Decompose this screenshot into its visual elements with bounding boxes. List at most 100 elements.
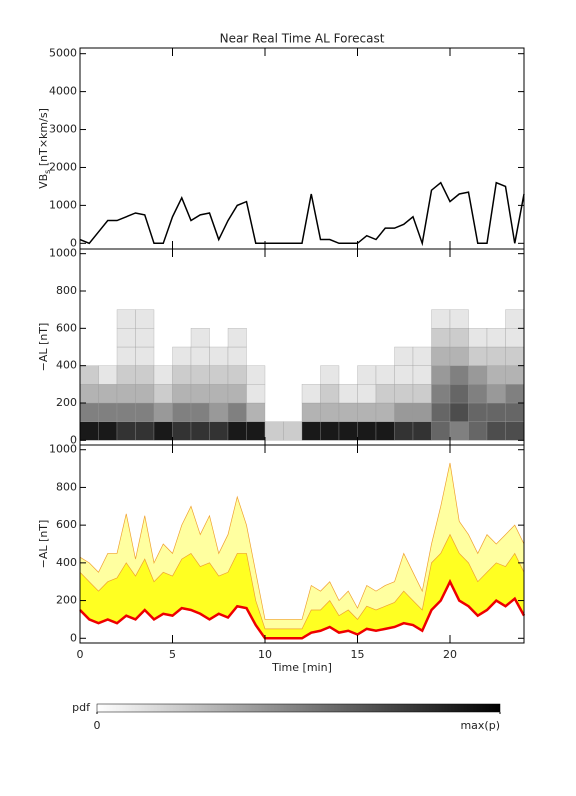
pdf-cell (172, 402, 192, 422)
pdf-cell (79, 402, 99, 422)
pdf-cell (338, 421, 358, 441)
y-axis-label: −AL [nT] (37, 520, 50, 569)
pdf-cell (412, 402, 432, 422)
y-tick-label: 1000 (49, 247, 77, 260)
pdf-cell (431, 328, 451, 348)
pdf-cell (227, 402, 247, 422)
band-edge (79, 462, 525, 620)
pdf-cell (431, 402, 451, 422)
y-tick-label: 5000 (49, 47, 77, 60)
pdf-cell (468, 328, 488, 348)
outer-band (80, 462, 524, 629)
pdf-cell (246, 402, 266, 422)
pdf-cell (357, 421, 377, 441)
pdf-cell (412, 384, 432, 404)
pdf-cell (505, 346, 525, 366)
pdf-cell (394, 402, 414, 422)
y-tick-label: 200 (56, 594, 77, 607)
pdf-cell (283, 421, 303, 441)
pdf-cell (209, 384, 229, 404)
pdf-cell (227, 328, 247, 348)
pdf-cell (505, 421, 525, 441)
pdf-cell (153, 384, 173, 404)
colorbar (96, 703, 501, 713)
pdf-cell (227, 346, 247, 366)
pdf-cell (449, 309, 469, 329)
pdf-cell (172, 346, 192, 366)
pdf-cell (98, 365, 118, 385)
pdf-cell (135, 346, 155, 366)
pdf-cell (209, 402, 229, 422)
pdf-cell (431, 346, 451, 366)
x-tick-label: 5 (169, 648, 176, 661)
y-tick-label: 0 (70, 433, 77, 446)
pdf-cell (172, 365, 192, 385)
pdf-cell (375, 402, 395, 422)
pdf-cell (116, 346, 136, 366)
pdf-cell (505, 384, 525, 404)
pdf-cell (412, 365, 432, 385)
y-tick-label: 600 (56, 321, 77, 334)
pdf-cell (190, 402, 210, 422)
pdf-cell (449, 421, 469, 441)
pdf-cell (246, 421, 266, 441)
pdf-cell (486, 384, 506, 404)
pdf-cell (338, 402, 358, 422)
pdf-cell (320, 384, 340, 404)
pdf-cell (468, 365, 488, 385)
pdf-cell (357, 402, 377, 422)
pdf-cell (153, 365, 173, 385)
pdf-cell (468, 346, 488, 366)
pdf-cell (320, 402, 340, 422)
colorbar-tick-label: 0 (94, 719, 101, 732)
y-axis-label: VBs [nT×km/s] (37, 108, 52, 189)
inner-band (80, 534, 524, 639)
pdf-cell (375, 421, 395, 441)
pdf-cell (190, 365, 210, 385)
pdf-cell (394, 346, 414, 366)
pdf-cell (190, 421, 210, 441)
pdf-cell (116, 328, 136, 348)
x-tick-label: 15 (351, 648, 365, 661)
pdf-cell (190, 384, 210, 404)
pdf-cell (412, 421, 432, 441)
pdf-cell (357, 384, 377, 404)
pdf-cell (486, 328, 506, 348)
pdf-cell (135, 309, 155, 329)
pdf-cell (135, 365, 155, 385)
pdf-cell (320, 365, 340, 385)
y-tick-label: 0 (70, 631, 77, 644)
pdf-cell (375, 365, 395, 385)
pdf-cell (98, 402, 118, 422)
pdf-cell (135, 384, 155, 404)
pdf-cell (449, 328, 469, 348)
colorbar-title: pdf (72, 701, 91, 714)
pdf-cell (79, 421, 99, 441)
pdf-cell (227, 421, 247, 441)
pdf-cell (209, 421, 229, 441)
pdf-cell (172, 384, 192, 404)
pdf-cell (505, 365, 525, 385)
pdf-cell (449, 346, 469, 366)
pdf-cell (468, 421, 488, 441)
plot-frame (79, 444, 525, 644)
pdf-cell (320, 421, 340, 441)
median-line (79, 578, 526, 640)
pdf-cell (412, 346, 432, 366)
pdf-cell (375, 384, 395, 404)
colorbar-tick-label: max(p) (460, 719, 500, 732)
pdf-cell (486, 421, 506, 441)
pdf-cell (505, 309, 525, 329)
pdf-cell (431, 421, 451, 441)
pdf-cell (505, 402, 525, 422)
pdf-cell (135, 328, 155, 348)
pdf-cell (116, 384, 136, 404)
pdf-cell (135, 402, 155, 422)
x-axis-label: Time [min] (271, 661, 332, 674)
pdf-cell (394, 421, 414, 441)
pdf-cell (153, 421, 173, 441)
pdf-cell (431, 384, 451, 404)
pdf-cell (190, 328, 210, 348)
pdf-cell (209, 346, 229, 366)
